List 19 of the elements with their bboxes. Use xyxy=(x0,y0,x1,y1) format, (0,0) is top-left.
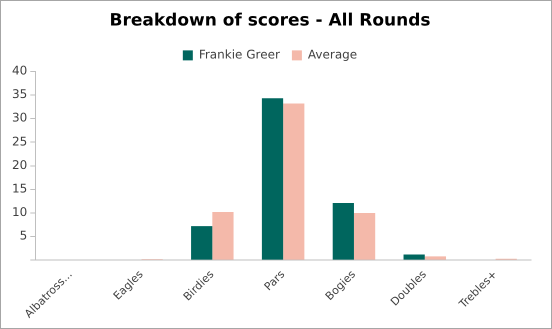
legend-label: Average xyxy=(308,48,358,62)
bar xyxy=(404,254,425,260)
bar xyxy=(191,226,212,260)
y-tick-label: 5 xyxy=(20,228,28,243)
chart-title: Breakdown of scores - All Rounds xyxy=(109,10,431,31)
bar xyxy=(354,212,376,260)
legend-label: Frankie Greer xyxy=(198,48,280,62)
bar xyxy=(262,98,284,260)
bar xyxy=(212,212,234,260)
y-tick-label: 10 xyxy=(12,205,28,220)
bar xyxy=(424,256,446,260)
y-tick-label: 30 xyxy=(12,110,28,125)
y-tick-label: 35 xyxy=(12,87,28,102)
y-tick-label: 40 xyxy=(12,64,28,78)
y-tick-label: 15 xyxy=(12,181,28,196)
y-tick-label: 20 xyxy=(12,158,28,172)
bar xyxy=(332,203,354,260)
bar xyxy=(283,103,304,260)
y-tick-label: 25 xyxy=(12,134,28,148)
